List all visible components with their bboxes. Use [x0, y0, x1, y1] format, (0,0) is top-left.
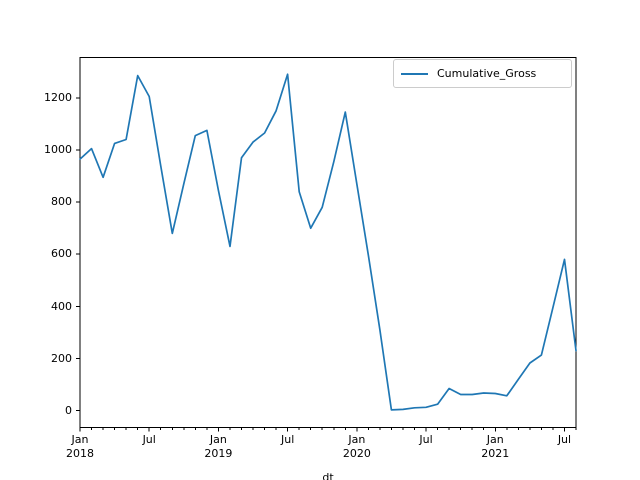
data-line-cumulative-gross [79, 73, 577, 411]
legend-label: Cumulative_Gross [437, 67, 537, 80]
x-axis-label: dt [322, 470, 334, 480]
legend: Cumulative_Gross [393, 59, 572, 88]
legend-line-sample [401, 72, 428, 75]
plot-border [79, 57, 577, 428]
